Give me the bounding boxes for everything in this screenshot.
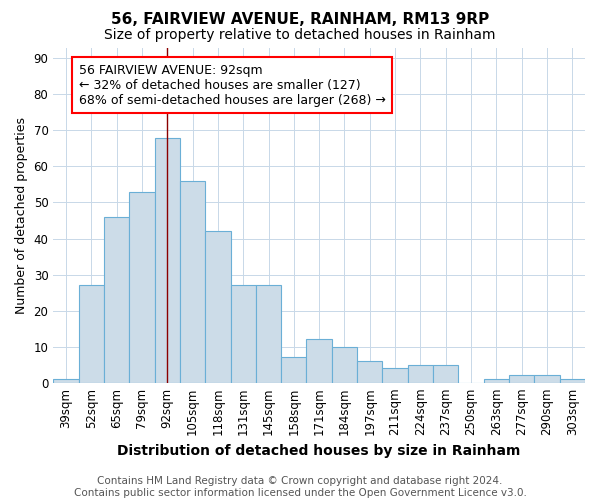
Bar	[332, 346, 357, 382]
Bar	[104, 217, 129, 382]
Bar	[307, 340, 332, 382]
Bar	[205, 232, 230, 382]
Bar	[382, 368, 408, 382]
Bar	[79, 286, 104, 382]
Bar	[230, 286, 256, 382]
Bar	[155, 138, 180, 382]
Bar	[433, 364, 458, 382]
X-axis label: Distribution of detached houses by size in Rainham: Distribution of detached houses by size …	[118, 444, 521, 458]
Bar	[53, 379, 79, 382]
Text: 56, FAIRVIEW AVENUE, RAINHAM, RM13 9RP: 56, FAIRVIEW AVENUE, RAINHAM, RM13 9RP	[111, 12, 489, 28]
Text: Size of property relative to detached houses in Rainham: Size of property relative to detached ho…	[104, 28, 496, 42]
Bar	[408, 364, 433, 382]
Bar	[535, 376, 560, 382]
Text: 56 FAIRVIEW AVENUE: 92sqm
← 32% of detached houses are smaller (127)
68% of semi: 56 FAIRVIEW AVENUE: 92sqm ← 32% of detac…	[79, 64, 385, 106]
Bar	[484, 379, 509, 382]
Bar	[129, 192, 155, 382]
Y-axis label: Number of detached properties: Number of detached properties	[15, 116, 28, 314]
Bar	[180, 181, 205, 382]
Text: Contains HM Land Registry data © Crown copyright and database right 2024.
Contai: Contains HM Land Registry data © Crown c…	[74, 476, 526, 498]
Bar	[357, 361, 382, 382]
Bar	[560, 379, 585, 382]
Bar	[509, 376, 535, 382]
Bar	[281, 358, 307, 382]
Bar	[256, 286, 281, 382]
